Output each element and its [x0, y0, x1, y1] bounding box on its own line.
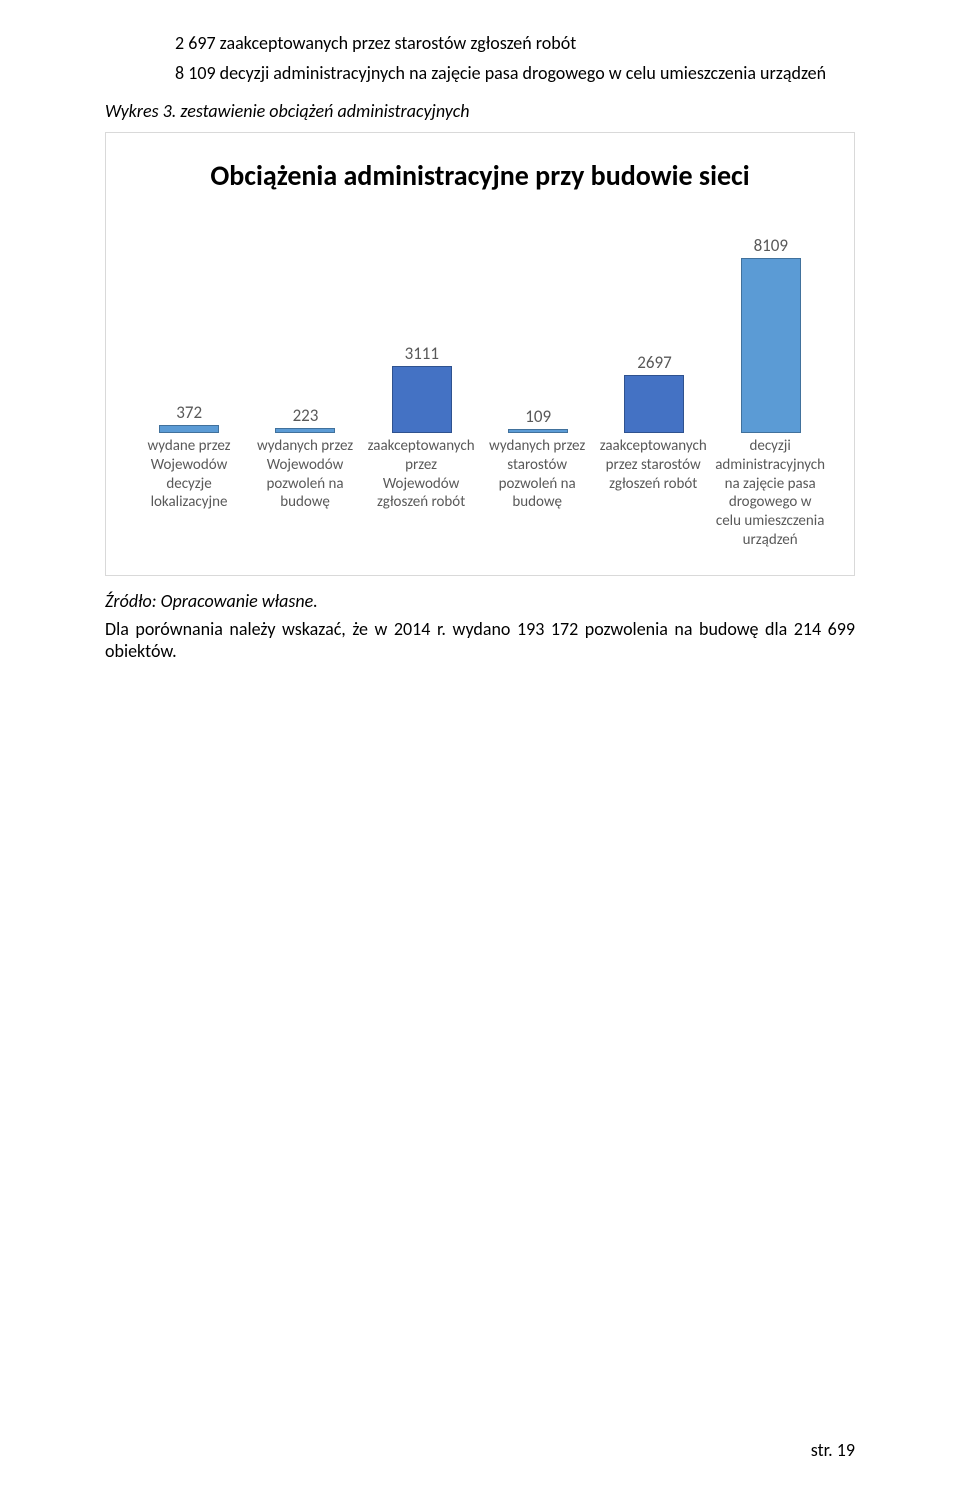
chart-bar [508, 429, 568, 433]
chart-category-label: decyzji administracyjnych na zajęcie pas… [711, 437, 829, 550]
chart-category-label: wydanych przez starostów pozwoleń na bud… [479, 437, 595, 550]
bullet-item: 2 697 zaakceptowanych przez starostów zg… [175, 30, 855, 56]
chart-bar-column: 2697 [596, 352, 712, 433]
chart-bar-value: 109 [525, 406, 551, 427]
chart-category-label: wydane przez Wojewodów decyzje lokalizac… [131, 437, 247, 550]
chart-bar-value: 3111 [405, 343, 439, 364]
bullet-list: 2 697 zaakceptowanych przez starostów zg… [105, 30, 855, 86]
chart-bar [741, 258, 801, 433]
source-line: Źródło: Opracowanie własne. [105, 590, 855, 612]
chart-category-label: zaakceptowanych przez starostów zgłoszeń… [595, 437, 711, 550]
chart-bar [392, 366, 452, 433]
chart-title: Obciążenia administracyjne przy budowie … [126, 158, 834, 193]
bullet-item: 8 109 decyzji administracyjnych na zajęc… [175, 60, 855, 86]
chart-plot-area: 372 223 3111 109 2697 8109 [126, 233, 834, 433]
chart-bar-column: 223 [247, 405, 363, 433]
chart-labels-row: wydane przez Wojewodów decyzje lokalizac… [126, 433, 834, 550]
chart-bar-column: 3111 [364, 343, 480, 433]
chart-category-label: wydanych przez Wojewodów pozwoleń na bud… [247, 437, 363, 550]
chart-frame: Obciążenia administracyjne przy budowie … [105, 132, 855, 576]
chart-category-label: zaakceptowanych przez Wojewodów zgłoszeń… [363, 437, 479, 550]
chart-bar-value: 2697 [637, 352, 671, 373]
body-paragraph: Dla porównania należy wskazać, że w 2014… [105, 618, 855, 662]
chart-bar-value: 8109 [754, 235, 788, 256]
chart-bar-column: 372 [131, 402, 247, 433]
chart-bar-value: 372 [176, 402, 202, 423]
chart-bar-column: 8109 [713, 235, 829, 433]
page-number: str. 19 [811, 1439, 855, 1461]
chart-bar [275, 428, 335, 433]
chart-bar-value: 223 [293, 405, 319, 426]
chart-caption: Wykres 3. zestawienie obciążeń administr… [105, 100, 855, 122]
page-container: 2 697 zaakceptowanych przez starostów zg… [0, 0, 960, 1509]
chart-bar [159, 425, 219, 433]
chart-bar [624, 375, 684, 433]
chart-bar-column: 109 [480, 406, 596, 433]
